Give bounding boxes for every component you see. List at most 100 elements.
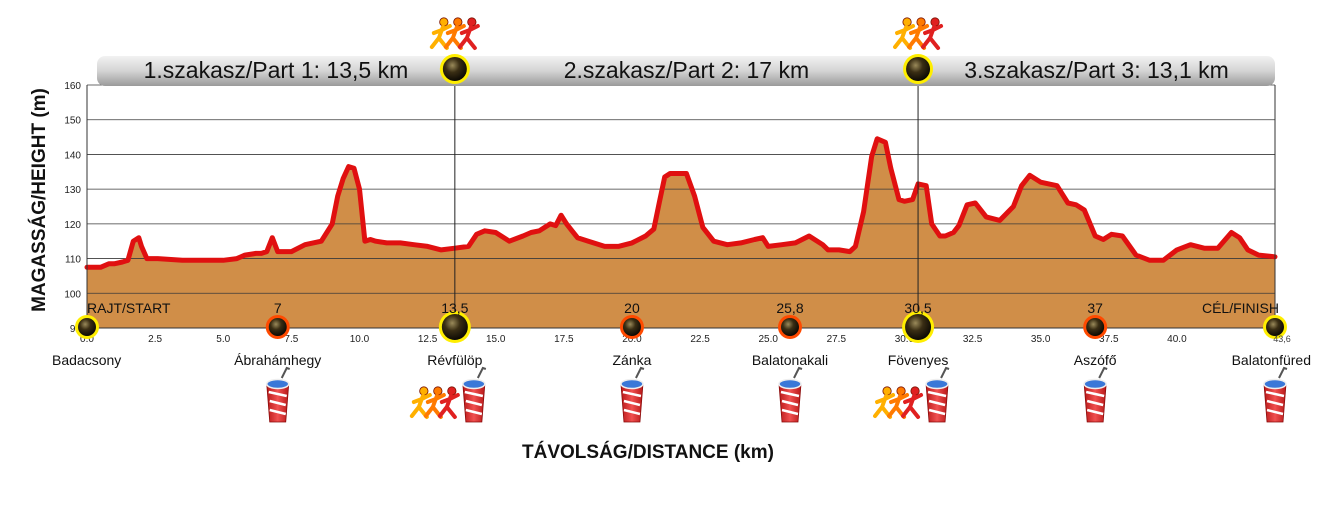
y-tick-label: 140	[64, 150, 81, 161]
runner-body	[901, 393, 924, 419]
checkpoint-marker	[441, 314, 468, 340]
runner-body	[921, 24, 944, 50]
section-label: 1.szakasz/Part 1: 13,5 km	[144, 57, 409, 83]
x-tick-label: 17.5	[554, 334, 574, 345]
y-tick-label: 160	[64, 81, 81, 92]
runner-body	[429, 24, 452, 50]
x-tick-label: 0.0	[80, 334, 94, 345]
x-tick-label: 12.5	[418, 334, 438, 345]
checkpoint-marker	[78, 318, 96, 336]
checkpoint-marker	[1086, 318, 1105, 336]
cup-stripes	[927, 390, 947, 416]
runner-head	[439, 17, 449, 27]
banner-marker	[906, 57, 931, 81]
checkpoint-place-name: Aszófő	[1074, 352, 1117, 368]
y-axis-title: MAGASSÁG/HEIGHT (m)	[28, 88, 50, 312]
x-tick-label: 37.5	[1099, 334, 1119, 345]
checkpoint-place-name: Ábrahámhegy	[234, 352, 321, 368]
banner-marker	[442, 57, 467, 81]
y-tick-label: 110	[65, 255, 81, 266]
y-tick-label: 100	[64, 289, 81, 300]
checkpoint-markers: RAJT/START Badacsony 7 Ábrahámhegy 13,5 Révfü…	[52, 300, 1311, 368]
y-tick-label: 120	[64, 220, 81, 231]
cup-liquid	[778, 378, 802, 390]
drink-cup-icon	[778, 366, 803, 423]
checkpoint-place-name: Zánka	[612, 352, 651, 368]
x-tick-label: 30.0	[895, 334, 915, 345]
section-banner: 1.szakasz/Part 1: 13,5 km 2.szakasz/Part …	[97, 17, 1275, 86]
runner-head	[916, 17, 926, 27]
runner-head	[419, 386, 429, 396]
runner-head	[902, 17, 912, 27]
section-banner-background	[97, 56, 1275, 86]
checkpoint-marker	[905, 314, 932, 340]
icon-layer	[265, 366, 1288, 423]
runner-head	[447, 386, 457, 396]
x-tick-label: 10.0	[350, 334, 370, 345]
checkpoint-marker	[1266, 318, 1284, 336]
cup-liquid	[462, 378, 486, 390]
cup-stripes	[1265, 390, 1285, 416]
runners-icon	[429, 17, 480, 50]
cup-straw	[1098, 366, 1108, 379]
runner-body	[887, 393, 910, 419]
checkpoint-place-name: Badacsony	[52, 352, 121, 368]
checkpoint-marker	[622, 318, 641, 336]
x-tick-label: 25.0	[758, 334, 778, 345]
cup-straw	[280, 366, 291, 379]
runner-body	[437, 393, 460, 419]
cup-straw	[1278, 366, 1288, 379]
section-label: 2.szakasz/Part 2: 17 km	[564, 57, 809, 83]
cup-liquid	[925, 378, 949, 390]
checkpoint-km-label: CÉL/FINISH	[1202, 300, 1279, 316]
runner-head	[453, 17, 463, 27]
section-label: 3.szakasz/Part 3: 13,1 km	[964, 57, 1229, 83]
drink-cup-icon	[1083, 366, 1108, 423]
cup-straw	[940, 366, 950, 379]
x-tick-label: 27.5	[827, 334, 847, 345]
runner-head	[930, 17, 940, 27]
x-tick-label: 7.5	[284, 334, 298, 345]
checkpoint-km-label: 37	[1087, 300, 1103, 316]
checkpoint-place-name: Balatonakali	[752, 352, 828, 368]
cup-stripes	[464, 390, 484, 416]
checkpoint-marker	[780, 318, 799, 336]
drink-cup-icon	[462, 366, 487, 423]
x-tick-label: 22.5	[690, 334, 710, 345]
elevation-line	[84, 136, 1278, 270]
runner-head	[467, 17, 477, 27]
x-tick-label: 32.5	[963, 334, 983, 345]
finish-distance-label: 43,6	[1273, 334, 1291, 344]
checkpoint-place-name: Révfülöp	[427, 352, 482, 368]
runner-head	[910, 386, 920, 396]
cup-liquid	[1263, 378, 1287, 390]
cup-straw	[793, 366, 803, 379]
runner-head	[433, 386, 443, 396]
cup-stripes	[1085, 390, 1105, 416]
x-tick-label: 2.5	[148, 334, 162, 345]
x-tick-label: 20.0	[622, 334, 642, 345]
checkpoint-km-label: 30,5	[904, 300, 931, 316]
drink-cup-icon	[925, 366, 950, 423]
checkpoint-km-label: 13,5	[441, 300, 468, 316]
drink-cup-icon	[620, 366, 645, 423]
checkpoint-km-label: 7	[274, 300, 282, 316]
runner-body	[893, 24, 916, 50]
runners-icon	[873, 386, 924, 419]
runner-head	[896, 386, 906, 396]
checkpoint-km-label: 20	[624, 300, 640, 316]
runner-body	[423, 393, 446, 419]
y-tick-label: 130	[64, 185, 81, 196]
axes-layer: 901001101201301401501600.02.55.07.510.01…	[64, 81, 1276, 345]
cup-stripes	[780, 390, 800, 416]
checkpoint-km-label: RAJT/START	[87, 300, 171, 316]
x-tick-label: 15.0	[486, 334, 506, 345]
runners-icon	[893, 17, 944, 50]
cup-liquid	[265, 378, 290, 390]
checkpoint-place-name: Balatonfüred	[1232, 352, 1311, 368]
cup-liquid	[1083, 378, 1107, 390]
runner-head	[882, 386, 892, 396]
drink-cup-icon	[265, 366, 291, 423]
elevation-area	[87, 138, 1275, 328]
